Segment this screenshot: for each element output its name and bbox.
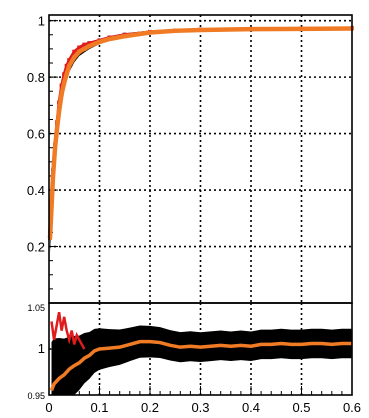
main-data-point — [299, 26, 304, 31]
main-frame — [48, 14, 353, 304]
main-data-point — [64, 63, 69, 68]
ratio-series-1 — [49, 339, 352, 392]
main-data-point — [77, 45, 82, 50]
main-data-point — [198, 27, 203, 32]
main-data-point — [62, 80, 67, 85]
main-data-point — [173, 28, 178, 33]
main-data-point — [107, 37, 112, 41]
main-data-point — [82, 46, 87, 51]
ratio-plot-panel: 0.95 1 1.05 0 0.1 0.2 0.3 0.4 0.5 0.6 — [27, 302, 361, 415]
main-data-point — [67, 58, 72, 63]
main-data-point — [77, 49, 82, 54]
ratio-series-0 — [50, 311, 86, 350]
x-tick-label: 0.5 — [292, 400, 310, 415]
main-series-2 — [47, 26, 354, 241]
x-tick-label: 0.1 — [90, 400, 108, 415]
ratio-y-tick-label: 1 — [38, 341, 45, 356]
x-tick-label: 0 — [45, 400, 52, 415]
ratio-y-tick-label: 0.95 — [27, 391, 45, 401]
ratio-series-line — [50, 311, 86, 350]
main-data-point — [82, 42, 87, 47]
main-data-point — [51, 173, 56, 178]
x-tick-label: 0.6 — [343, 400, 361, 415]
main-data-point — [249, 27, 253, 32]
main-y-tick-label: 1 — [38, 14, 45, 29]
x-tick-label: 0.2 — [141, 400, 159, 415]
main-data-point — [72, 55, 77, 60]
main-data-point — [59, 92, 64, 97]
main-data-point — [64, 72, 69, 77]
main-data-point — [57, 109, 62, 113]
main-y-tick-label: 0.2 — [27, 240, 45, 255]
main-data-point — [53, 145, 58, 150]
x-tick-label: 0.4 — [242, 400, 260, 415]
ratio-uncertainty-band — [51, 325, 353, 395]
main-data-point — [97, 39, 102, 44]
x-tick-label: 0.3 — [191, 400, 209, 415]
main-plot-panel: 0.2 0.4 0.6 0.8 1 — [27, 14, 354, 304]
main-data-point — [55, 125, 60, 130]
main-data-point — [87, 44, 92, 49]
main-data-point — [122, 34, 127, 39]
main-data-point — [49, 205, 54, 209]
main-data-point — [87, 41, 92, 46]
ratio-y-tick-label: 1.05 — [27, 303, 45, 313]
main-y-tick-label: 0.8 — [27, 70, 45, 85]
main-y-tick-label: 0.6 — [27, 127, 45, 142]
ratio-series-line — [49, 339, 352, 392]
main-data-point — [67, 63, 72, 68]
main-data-point — [72, 49, 77, 54]
main-data-point — [62, 72, 67, 77]
main-data-point — [48, 236, 53, 241]
main-y-tick-label: 0.4 — [27, 183, 45, 198]
main-data-point — [148, 30, 152, 35]
